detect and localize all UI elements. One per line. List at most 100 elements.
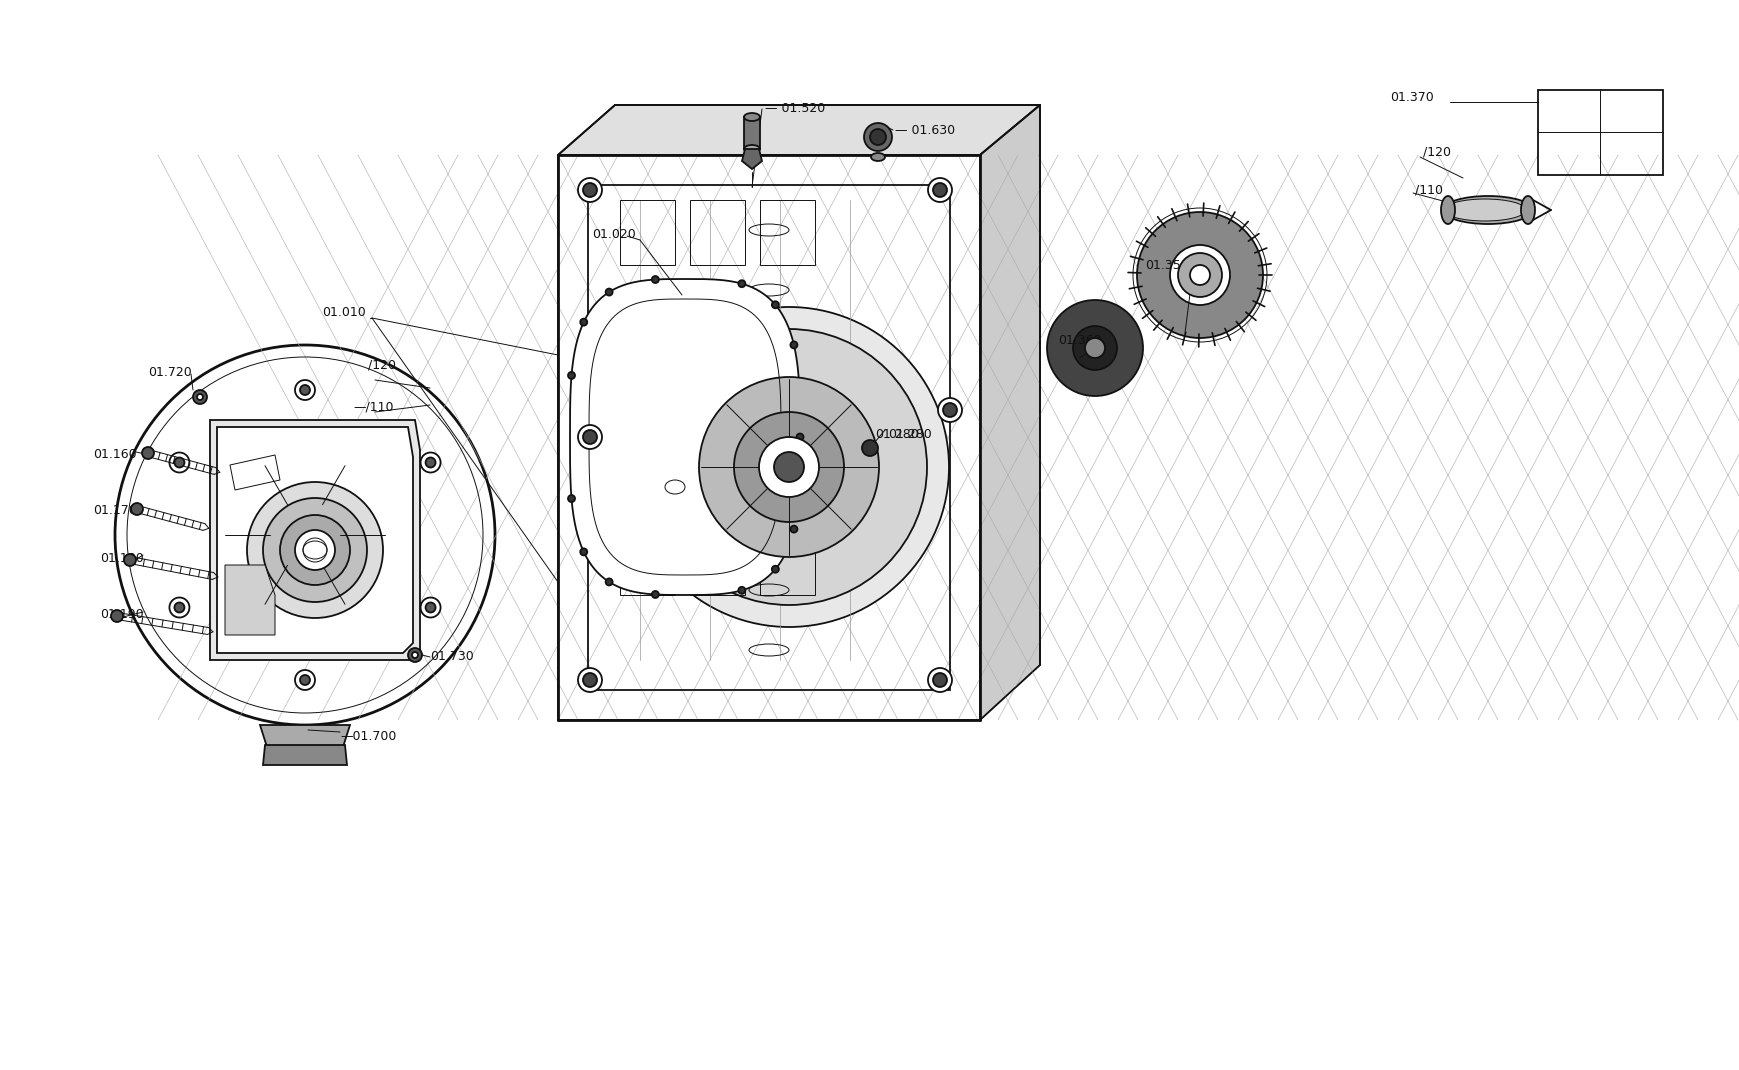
Circle shape: [174, 458, 184, 468]
Circle shape: [943, 403, 956, 417]
Circle shape: [927, 668, 951, 692]
Circle shape: [583, 673, 596, 687]
Text: 01.280: 01.280: [887, 428, 930, 442]
Text: 01.370: 01.370: [1389, 91, 1433, 104]
Polygon shape: [558, 155, 979, 720]
Bar: [760, 530, 814, 595]
Ellipse shape: [1520, 196, 1534, 224]
Circle shape: [772, 302, 779, 308]
Ellipse shape: [744, 146, 760, 153]
Circle shape: [197, 394, 203, 400]
Text: 01.190: 01.190: [99, 609, 144, 622]
Circle shape: [1177, 253, 1221, 297]
Circle shape: [1047, 300, 1143, 396]
Circle shape: [628, 307, 948, 627]
Circle shape: [937, 398, 962, 422]
Bar: [744, 117, 760, 149]
Circle shape: [567, 495, 574, 502]
Polygon shape: [210, 421, 419, 660]
Circle shape: [296, 670, 315, 690]
Circle shape: [577, 425, 602, 449]
Circle shape: [583, 430, 596, 444]
Circle shape: [790, 525, 796, 533]
Text: 01.180: 01.180: [99, 551, 144, 565]
Polygon shape: [259, 725, 350, 747]
Text: —/110: —/110: [353, 400, 393, 413]
Circle shape: [870, 129, 885, 146]
Ellipse shape: [1442, 196, 1532, 224]
Text: 01.720: 01.720: [148, 367, 191, 380]
Circle shape: [174, 602, 184, 612]
Polygon shape: [741, 149, 762, 169]
Circle shape: [299, 385, 310, 395]
Circle shape: [927, 178, 951, 202]
Circle shape: [193, 389, 207, 404]
Circle shape: [407, 648, 423, 662]
Circle shape: [737, 586, 744, 594]
Polygon shape: [217, 427, 412, 653]
Circle shape: [421, 453, 440, 473]
Circle shape: [579, 319, 586, 325]
Bar: [690, 530, 744, 595]
Text: /110: /110: [1414, 183, 1442, 197]
Circle shape: [296, 530, 336, 570]
Text: 01.280: 01.280: [875, 428, 918, 442]
Text: /120: /120: [1423, 146, 1450, 158]
Circle shape: [577, 178, 602, 202]
Circle shape: [567, 372, 574, 379]
Text: /120: /120: [367, 358, 396, 371]
Circle shape: [579, 548, 586, 555]
Circle shape: [1085, 338, 1104, 358]
Circle shape: [111, 610, 123, 622]
Circle shape: [772, 566, 779, 572]
Circle shape: [296, 380, 315, 400]
Polygon shape: [570, 279, 800, 595]
Circle shape: [1189, 265, 1209, 285]
Circle shape: [583, 183, 596, 197]
Ellipse shape: [1440, 196, 1454, 224]
Bar: [619, 200, 675, 265]
Circle shape: [426, 458, 435, 468]
Circle shape: [605, 289, 612, 295]
Circle shape: [737, 280, 744, 287]
Text: 01.010: 01.010: [322, 306, 365, 320]
Circle shape: [864, 123, 892, 151]
Circle shape: [263, 498, 367, 602]
Text: 01.360: 01.360: [1057, 334, 1101, 347]
Text: 01.350: 01.350: [1144, 259, 1188, 272]
Circle shape: [247, 482, 383, 618]
Circle shape: [652, 591, 659, 598]
Circle shape: [734, 412, 843, 522]
Circle shape: [652, 276, 659, 284]
Circle shape: [790, 341, 796, 349]
Text: —01.700: —01.700: [339, 731, 396, 744]
Circle shape: [932, 183, 946, 197]
Circle shape: [758, 437, 819, 496]
Text: 01.730: 01.730: [430, 649, 473, 662]
Bar: [1537, 90, 1662, 175]
Text: 01.020: 01.020: [591, 228, 635, 241]
Circle shape: [169, 453, 190, 473]
Circle shape: [143, 447, 155, 459]
Bar: [690, 200, 744, 265]
Polygon shape: [224, 565, 275, 635]
Circle shape: [1073, 326, 1116, 370]
Text: — 01.520: — 01.520: [765, 102, 824, 114]
Text: 01.160: 01.160: [92, 448, 137, 461]
Circle shape: [130, 503, 143, 515]
Circle shape: [605, 579, 612, 585]
Circle shape: [426, 602, 435, 612]
Polygon shape: [263, 745, 346, 765]
Polygon shape: [979, 105, 1040, 720]
Circle shape: [774, 452, 803, 482]
Ellipse shape: [1443, 199, 1525, 221]
Circle shape: [421, 597, 440, 617]
Circle shape: [123, 554, 136, 566]
Circle shape: [861, 440, 878, 456]
Circle shape: [699, 377, 878, 557]
Bar: [619, 530, 675, 595]
Circle shape: [1136, 212, 1263, 338]
Circle shape: [1169, 245, 1229, 305]
Polygon shape: [558, 105, 1040, 155]
Circle shape: [796, 433, 803, 441]
